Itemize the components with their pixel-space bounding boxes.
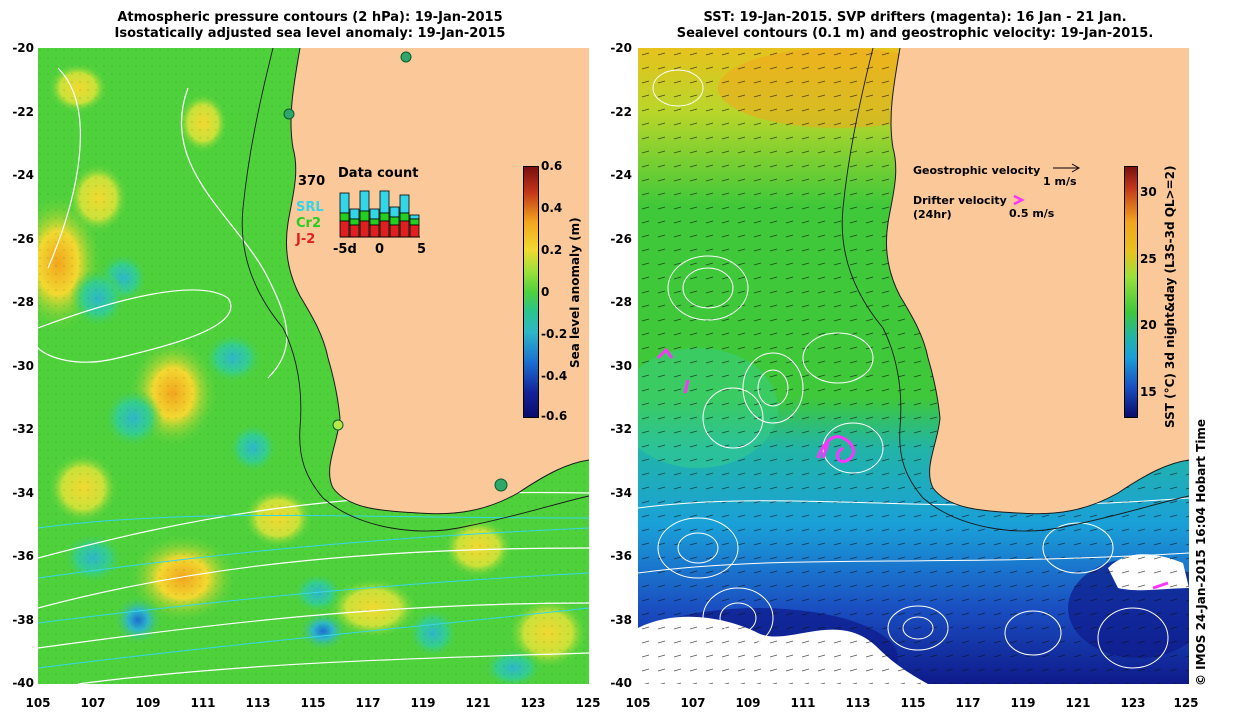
drifter-scale-arrow bbox=[1013, 194, 1025, 206]
lat-tick: -38 bbox=[12, 613, 34, 627]
inset-max-count: 370 bbox=[298, 174, 326, 189]
lon-tick: 115 bbox=[300, 696, 326, 710]
sla-cbar-tick: -0.4 bbox=[541, 369, 568, 383]
lat-tick: -26 bbox=[610, 232, 632, 246]
lat-tick: -32 bbox=[610, 422, 632, 436]
lon-tick: 125 bbox=[1173, 696, 1199, 710]
sst-cbar-tick: 30 bbox=[1140, 185, 1157, 199]
lon-tick: 107 bbox=[80, 696, 106, 710]
lat-tick: -34 bbox=[12, 486, 34, 500]
left-title-line2: Isostatically adjusted sea level anomaly… bbox=[114, 26, 506, 41]
geo-velocity-label: Geostrophic velocity bbox=[913, 164, 1041, 177]
tide-gauge-marker[interactable] bbox=[332, 419, 344, 431]
australia-land bbox=[286, 48, 589, 514]
lon-tick: 119 bbox=[410, 696, 436, 710]
sla-cbar-tick: 0.4 bbox=[541, 201, 563, 215]
lat-tick: -40 bbox=[610, 676, 632, 690]
lat-tick: -40 bbox=[12, 676, 34, 690]
sealevel-contours bbox=[638, 69, 1189, 669]
sla-cbar-tick: 0 bbox=[541, 285, 550, 299]
australia-land bbox=[886, 48, 1189, 514]
inset-xtick: -5d bbox=[333, 242, 357, 257]
shelf-edge bbox=[841, 48, 1189, 532]
coastline bbox=[886, 48, 1189, 515]
shelf-edge bbox=[241, 48, 589, 532]
lat-tick: -24 bbox=[610, 168, 632, 182]
lat-tick: -36 bbox=[12, 549, 34, 563]
sst-map bbox=[638, 48, 1189, 684]
lon-tick: 105 bbox=[25, 696, 51, 710]
inset-legend-cr2: Cr2 bbox=[296, 216, 321, 231]
inset-legend-srl: SRL bbox=[296, 200, 324, 215]
sla-colorbar bbox=[523, 166, 539, 418]
sla-cbar-tick: -0.6 bbox=[541, 409, 568, 423]
lat-tick: -24 bbox=[12, 168, 34, 182]
lat-tick: -22 bbox=[610, 105, 632, 119]
lat-tick: -36 bbox=[610, 549, 632, 563]
inset-legend-j2: J-2 bbox=[296, 232, 316, 247]
sla-map bbox=[38, 48, 589, 684]
lon-tick: 115 bbox=[900, 696, 926, 710]
lon-tick: 125 bbox=[575, 696, 601, 710]
lat-tick: -22 bbox=[12, 105, 34, 119]
drifter-velocity-scale: 0.5 m/s bbox=[1009, 207, 1055, 220]
lon-tick: 111 bbox=[190, 696, 216, 710]
imos-credit: © IMOS 24-Jan-2015 16:04 Hobart Time bbox=[1194, 418, 1208, 686]
lon-tick: 117 bbox=[355, 696, 381, 710]
lat-tick: -30 bbox=[12, 359, 34, 373]
inset-bars bbox=[339, 190, 420, 238]
sla-colorbar-label: Sea level anomaly (m) bbox=[568, 217, 582, 368]
sst-colorbar bbox=[1124, 166, 1138, 418]
lon-tick: 113 bbox=[245, 696, 271, 710]
tide-gauge-marker[interactable] bbox=[494, 478, 508, 492]
data-count-inset: Data count 370 SRL Cr2 J-2 -5d 0 5 bbox=[293, 166, 443, 266]
lon-tick: 111 bbox=[790, 696, 816, 710]
right-title-line1: SST: 19-Jan-2015. SVP drifters (magenta)… bbox=[703, 10, 1127, 25]
lon-tick: 123 bbox=[1120, 696, 1146, 710]
sst-cbar-tick: 15 bbox=[1140, 385, 1157, 399]
right-map-panel: Geostrophic velocity 1 m/s Drifter veloc… bbox=[638, 48, 1189, 684]
lat-tick: -28 bbox=[12, 295, 34, 309]
inset-xtick: 5 bbox=[417, 242, 427, 257]
lon-tick: 105 bbox=[625, 696, 651, 710]
lon-tick: 117 bbox=[955, 696, 981, 710]
lon-tick: 123 bbox=[520, 696, 546, 710]
sst-colorbar-label: SST (°C) 3d night&day (L3S-3d QL>=2) bbox=[1163, 165, 1177, 429]
drifter-velocity-label: Drifter velocity bbox=[913, 194, 1007, 207]
lat-tick: -26 bbox=[12, 232, 34, 246]
drifter-velocity-label-2: (24hr) bbox=[913, 208, 952, 221]
left-map-panel: Data count 370 SRL Cr2 J-2 -5d 0 5 bbox=[38, 48, 589, 684]
lon-tick: 121 bbox=[465, 696, 491, 710]
lat-tick: -34 bbox=[610, 486, 632, 500]
right-title-line2: Sealevel contours (0.1 m) and geostrophi… bbox=[676, 26, 1154, 41]
lon-tick: 107 bbox=[680, 696, 706, 710]
lat-tick: -20 bbox=[12, 41, 34, 55]
tide-gauge-marker[interactable] bbox=[400, 51, 412, 63]
inset-title: Data count bbox=[338, 166, 419, 181]
lat-tick: -38 bbox=[610, 613, 632, 627]
sla-cbar-tick: 0.2 bbox=[541, 243, 563, 257]
lon-tick: 113 bbox=[845, 696, 871, 710]
lon-tick: 109 bbox=[735, 696, 761, 710]
lon-tick: 119 bbox=[1010, 696, 1036, 710]
sla-cbar-tick: 0.6 bbox=[541, 159, 563, 173]
inset-xtick: 0 bbox=[375, 242, 385, 257]
sst-cbar-tick: 20 bbox=[1140, 318, 1157, 332]
lat-tick: -20 bbox=[610, 41, 632, 55]
tide-gauge-marker[interactable] bbox=[283, 108, 295, 120]
sst-cbar-tick: 25 bbox=[1140, 252, 1157, 266]
sla-cbar-tick: -0.2 bbox=[541, 327, 568, 341]
svp-drifter-tracks bbox=[656, 347, 1169, 590]
lat-tick: -28 bbox=[610, 295, 632, 309]
coastline bbox=[286, 48, 589, 515]
lat-tick: -32 bbox=[12, 422, 34, 436]
lon-tick: 109 bbox=[135, 696, 161, 710]
lon-tick: 121 bbox=[1065, 696, 1091, 710]
geo-velocity-scale: 1 m/s bbox=[1043, 175, 1077, 188]
lat-tick: -30 bbox=[610, 359, 632, 373]
left-title-line1: Atmospheric pressure contours (2 hPa): 1… bbox=[117, 10, 503, 25]
